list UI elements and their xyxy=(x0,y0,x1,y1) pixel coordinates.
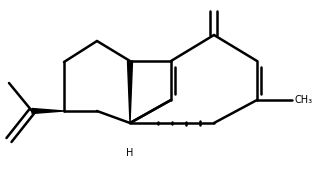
Text: H: H xyxy=(126,148,134,158)
Polygon shape xyxy=(127,61,132,123)
Polygon shape xyxy=(32,109,64,114)
Text: CH₃: CH₃ xyxy=(295,95,313,105)
